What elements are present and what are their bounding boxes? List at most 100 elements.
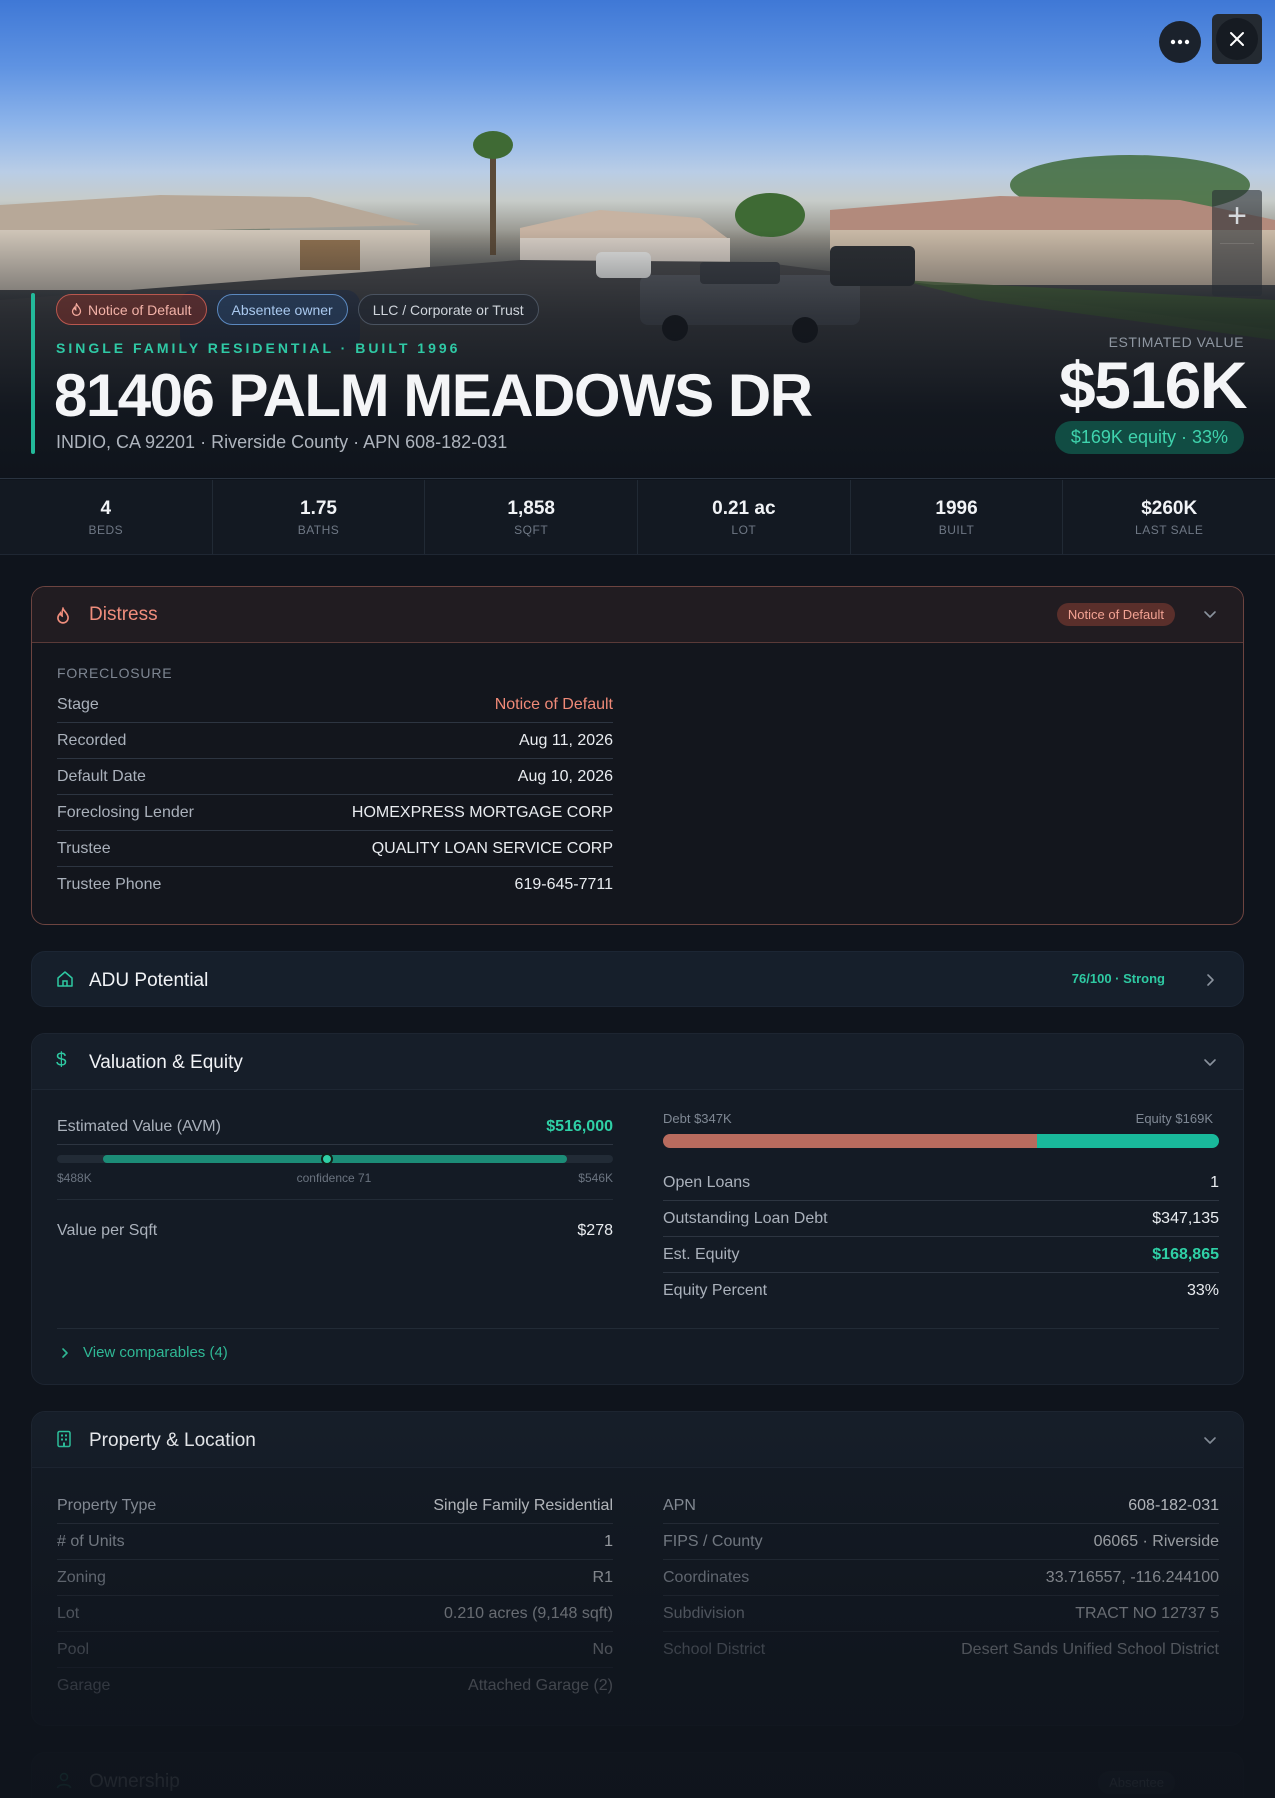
row-value: Desert Sands Unified School District bbox=[961, 1641, 1219, 1658]
stat-sqft: 1,858 SQFT bbox=[425, 480, 639, 554]
stat-value: 4 bbox=[100, 497, 112, 519]
stat-value: 1.75 bbox=[300, 497, 337, 519]
row-value: $278 bbox=[577, 1222, 613, 1239]
tag-llc-corporate-trust[interactable]: LLC / Corporate or Trust bbox=[357, 294, 539, 325]
flame-icon bbox=[71, 303, 82, 316]
foreclosure-row-stage: Stage Notice of Default bbox=[57, 687, 613, 723]
avm-value: $516,000 bbox=[546, 1117, 613, 1135]
close-button[interactable] bbox=[1212, 14, 1262, 64]
row-label: # of Units bbox=[57, 1532, 125, 1550]
avm-range-fill bbox=[103, 1155, 567, 1163]
more-options-button[interactable] bbox=[1159, 21, 1201, 63]
stat-label: BUILT bbox=[938, 522, 975, 537]
chevron-right-icon[interactable] bbox=[1203, 973, 1217, 987]
open-loans-row: Open Loans 1 bbox=[663, 1165, 1219, 1201]
row-label: Subdivision bbox=[663, 1604, 745, 1622]
row-label: Garage bbox=[57, 1677, 111, 1694]
row-label: Foreclosing Lender bbox=[57, 803, 194, 821]
stat-lot: 0.21 ac LOT bbox=[638, 480, 851, 554]
row-label: Default Date bbox=[57, 767, 146, 785]
stat-value: $260K bbox=[1141, 497, 1198, 519]
view-comparables-label: View comparables (4) bbox=[83, 1344, 228, 1361]
stat-value: 0.21 ac bbox=[712, 497, 776, 519]
row-label: Recorded bbox=[57, 731, 127, 749]
debt-label: Debt $347K bbox=[663, 1111, 732, 1126]
equity-segment bbox=[1037, 1134, 1219, 1148]
row-label: Lot bbox=[57, 1604, 80, 1622]
ownership-badge: Absentee bbox=[1098, 1771, 1175, 1794]
row-value: 0.210 acres (9,148 sqft) bbox=[444, 1604, 613, 1622]
row-value: 608-182-031 bbox=[1128, 1496, 1219, 1514]
property-card-header[interactable]: Property & Location bbox=[32, 1412, 1243, 1468]
foreclosure-section-label: FORECLOSURE bbox=[57, 665, 173, 681]
chevron-down-icon[interactable] bbox=[1203, 607, 1217, 621]
view-comparables-link[interactable]: View comparables (4) bbox=[59, 1344, 228, 1361]
adu-title: ADU Potential bbox=[89, 970, 209, 991]
row-label: Equity Percent bbox=[663, 1282, 768, 1299]
chevron-down-icon[interactable] bbox=[1203, 1055, 1217, 1069]
estimated-value: $516K bbox=[1059, 348, 1248, 422]
stat-last-sale: $260K LAST SALE bbox=[1063, 480, 1275, 554]
ownership-card-header[interactable]: Ownership Absentee bbox=[32, 1753, 1243, 1798]
row-label: Est. Equity bbox=[663, 1245, 740, 1263]
zoom-divider bbox=[1220, 243, 1254, 244]
tag-label: LLC / Corporate or Trust bbox=[372, 301, 524, 318]
building-icon bbox=[56, 1430, 72, 1448]
equity-percent-row: Equity Percent 33% bbox=[663, 1273, 1219, 1309]
chevron-right-icon bbox=[62, 1347, 68, 1358]
row-value: Single Family Residential bbox=[433, 1496, 613, 1514]
zoom-in-button[interactable]: + bbox=[1227, 197, 1247, 235]
row-label: Pool bbox=[57, 1640, 90, 1658]
row-value: TRACT NO 12737 5 bbox=[1075, 1604, 1219, 1622]
valuation-title: Valuation & Equity bbox=[89, 1052, 243, 1073]
user-icon bbox=[56, 1771, 72, 1789]
row-value: Attached Garage (2) bbox=[468, 1677, 613, 1694]
row-label: Estimated Value (AVM) bbox=[57, 1117, 221, 1135]
row-value[interactable]: 619-645-7711 bbox=[514, 876, 613, 893]
avm-range-track bbox=[57, 1153, 613, 1165]
row-value: R1 bbox=[592, 1568, 613, 1586]
tag-label: Notice of Default bbox=[88, 301, 192, 318]
street-view-zoom-control: + bbox=[1212, 190, 1262, 296]
home-icon bbox=[56, 970, 74, 988]
garage-row: Garage Attached Garage (2) bbox=[57, 1668, 613, 1704]
property-location-card: Property & Location Property Type Single … bbox=[31, 1411, 1244, 1726]
avm-range-high: $546K bbox=[578, 1171, 613, 1185]
debt-segment bbox=[663, 1134, 1038, 1148]
close-icon bbox=[1230, 32, 1244, 46]
chevron-down-icon[interactable] bbox=[1203, 1433, 1217, 1447]
property-type-subtitle: SINGLE FAMILY RESIDENTIAL · BUILT 1996 bbox=[56, 340, 461, 356]
row-value: Aug 11, 2026 bbox=[518, 731, 613, 749]
row-value: 06065 · Riverside bbox=[1093, 1532, 1219, 1550]
adu-score: 76/100 · Strong bbox=[1071, 971, 1165, 986]
adu-card-header[interactable]: ADU Potential 76/100 · Strong bbox=[32, 952, 1243, 1006]
more-horizontal-icon bbox=[1170, 39, 1190, 45]
distress-status-badge: Notice of Default bbox=[1056, 603, 1175, 626]
property-tags: Notice of Default Absentee owner LLC / C… bbox=[56, 294, 539, 325]
equity-pill: $169K equity · 33% bbox=[1054, 421, 1244, 454]
adu-potential-card[interactable]: ADU Potential 76/100 · Strong bbox=[31, 951, 1244, 1007]
row-value: Aug 10, 2026 bbox=[517, 767, 613, 785]
stat-beds: 4 BEDS bbox=[0, 480, 213, 554]
row-value: 33% bbox=[1186, 1282, 1219, 1299]
dollar-icon: $ bbox=[56, 1050, 67, 1071]
avm-row: Estimated Value (AVM) $516,000 bbox=[57, 1109, 613, 1145]
row-value: $168,865 bbox=[1152, 1245, 1219, 1263]
row-value: 1 bbox=[1210, 1173, 1219, 1191]
row-label: Open Loans bbox=[663, 1173, 751, 1191]
tag-notice-of-default[interactable]: Notice of Default bbox=[56, 294, 207, 325]
distress-card-header[interactable]: Distress Notice of Default bbox=[32, 587, 1243, 643]
foreclosure-row-recorded: Recorded Aug 11, 2026 bbox=[57, 723, 613, 759]
units-row: # of Units 1 bbox=[57, 1524, 613, 1560]
fips-county-row: FIPS / County 06065 · Riverside bbox=[663, 1524, 1219, 1560]
row-value: HOMEXPRESS MORTGAGE CORP bbox=[351, 803, 613, 821]
stat-label: BEDS bbox=[88, 522, 124, 537]
foreclosure-row-default-date: Default Date Aug 10, 2026 bbox=[57, 759, 613, 795]
tag-absentee-owner[interactable]: Absentee owner bbox=[216, 294, 348, 325]
coordinates-row: Coordinates 33.716557, -116.244100 bbox=[663, 1560, 1219, 1596]
row-value: Notice of Default bbox=[494, 695, 613, 713]
valuation-card-header[interactable]: $ Valuation & Equity bbox=[32, 1034, 1243, 1090]
stat-label: LOT bbox=[731, 522, 757, 537]
value-per-sqft-row: Value per Sqft $278 bbox=[57, 1213, 613, 1249]
